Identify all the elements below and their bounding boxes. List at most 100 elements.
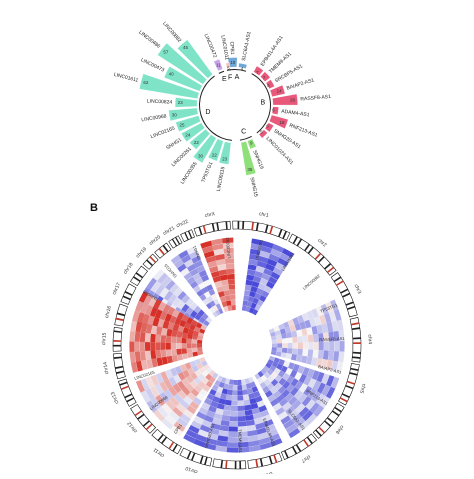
heat-cell xyxy=(197,373,206,381)
heat-cell xyxy=(229,289,236,295)
heat-cell xyxy=(195,322,203,329)
ideogram-chr21 xyxy=(168,235,183,249)
heat-cell xyxy=(242,300,248,306)
heat-cell xyxy=(264,390,273,398)
heat-cell xyxy=(288,428,301,439)
heat-cell xyxy=(198,406,209,415)
heat-cell xyxy=(172,297,182,307)
cytoband xyxy=(113,330,122,333)
heat-cell xyxy=(277,385,287,395)
heat-cell xyxy=(307,334,314,343)
gene-label-linc00882: LINC00882 xyxy=(302,273,322,291)
heat-cell xyxy=(229,421,238,427)
heat-cell xyxy=(285,405,296,416)
heat-cell xyxy=(186,347,193,354)
heat-cell xyxy=(189,380,198,389)
heat-cell xyxy=(230,299,236,306)
heat-cell xyxy=(216,440,228,447)
heat-cell xyxy=(260,368,267,375)
heat-cell xyxy=(251,407,261,415)
bar-label-rassf8-as1: RASSF8-AS1 xyxy=(300,94,331,103)
heat-cell xyxy=(282,372,290,381)
heat-cell xyxy=(169,396,180,407)
cytoband xyxy=(317,256,325,263)
heat-cell xyxy=(189,360,197,368)
heat-cell xyxy=(277,370,286,378)
heat-cell xyxy=(216,403,225,410)
heat-cell xyxy=(333,351,340,362)
heat-cell xyxy=(231,305,236,311)
cytoband xyxy=(113,356,122,360)
heat-cell xyxy=(269,386,278,395)
heat-cell xyxy=(280,352,287,359)
cytoband xyxy=(345,301,354,306)
heat-cell xyxy=(299,321,307,330)
bar-snhg20-as1 xyxy=(264,122,274,133)
heat-cell xyxy=(177,290,187,301)
heat-cell xyxy=(212,417,222,425)
heat-cell xyxy=(205,437,218,446)
heat-cell xyxy=(228,431,238,437)
heat-cell xyxy=(156,357,164,367)
heat-cell xyxy=(282,380,291,390)
bar-label-linc00472: LINC00472 xyxy=(203,33,218,59)
bar-linc00968 xyxy=(168,107,199,122)
bar-cpb1 xyxy=(227,57,238,68)
heat-cell xyxy=(285,353,292,360)
heat-cell xyxy=(237,446,250,453)
heat-cell xyxy=(246,269,256,276)
heat-cell xyxy=(183,409,194,419)
bar-linc02165 xyxy=(175,115,201,132)
heat-cell xyxy=(281,338,288,344)
bar-value-snhg20-as1: 6 xyxy=(266,124,269,129)
heat-cell xyxy=(192,334,198,340)
heat-cell xyxy=(245,383,252,390)
heat-cell xyxy=(294,371,303,381)
heat-cell xyxy=(260,245,273,254)
heat-cell xyxy=(339,340,345,352)
heat-cell xyxy=(210,293,218,301)
heat-cell xyxy=(243,295,250,301)
heat-cell xyxy=(199,356,206,363)
heat-cell xyxy=(320,303,329,315)
heat-cell xyxy=(141,360,148,371)
bar-value-baiap2-as1: 14 xyxy=(277,88,283,93)
heat-cell xyxy=(148,296,158,307)
heat-cell xyxy=(232,385,238,391)
gene-label-rassf8-as1: RASSF8-AS1 xyxy=(319,336,346,343)
cytoband xyxy=(220,459,224,469)
heat-cell xyxy=(193,376,202,385)
heat-cell xyxy=(244,289,251,296)
heat-cell xyxy=(221,301,228,308)
heat-cell xyxy=(214,379,221,387)
heat-cell xyxy=(270,437,283,447)
heat-cell xyxy=(181,348,188,355)
cytoband xyxy=(122,295,131,301)
heat-cell xyxy=(267,394,276,403)
heat-cell xyxy=(250,302,257,309)
bar-value-snhg15: 35 xyxy=(247,167,253,172)
heat-cell xyxy=(200,325,207,331)
heat-cell xyxy=(292,363,300,372)
cytoband xyxy=(352,356,361,359)
heat-cell xyxy=(303,376,312,386)
heat-cell xyxy=(197,429,209,438)
heat-cell xyxy=(333,331,340,342)
heat-cell xyxy=(237,415,246,422)
heat-cell xyxy=(330,376,340,389)
chr-label-chr5: chr5 xyxy=(358,383,367,394)
heat-cell xyxy=(233,379,238,385)
cytoband xyxy=(273,454,278,463)
heat-cell xyxy=(258,255,269,264)
heat-cell xyxy=(159,311,168,321)
heat-cell xyxy=(227,279,235,285)
cytoband xyxy=(303,439,310,447)
heat-cell xyxy=(130,320,138,332)
heat-cell xyxy=(193,260,204,269)
heat-cell xyxy=(171,354,179,363)
heat-cell xyxy=(155,284,166,296)
sector-arc-f xyxy=(226,69,231,71)
gene-label-snhg1: SNHG1 xyxy=(191,244,202,260)
heat-cell xyxy=(298,383,308,393)
cytoband xyxy=(225,221,228,230)
